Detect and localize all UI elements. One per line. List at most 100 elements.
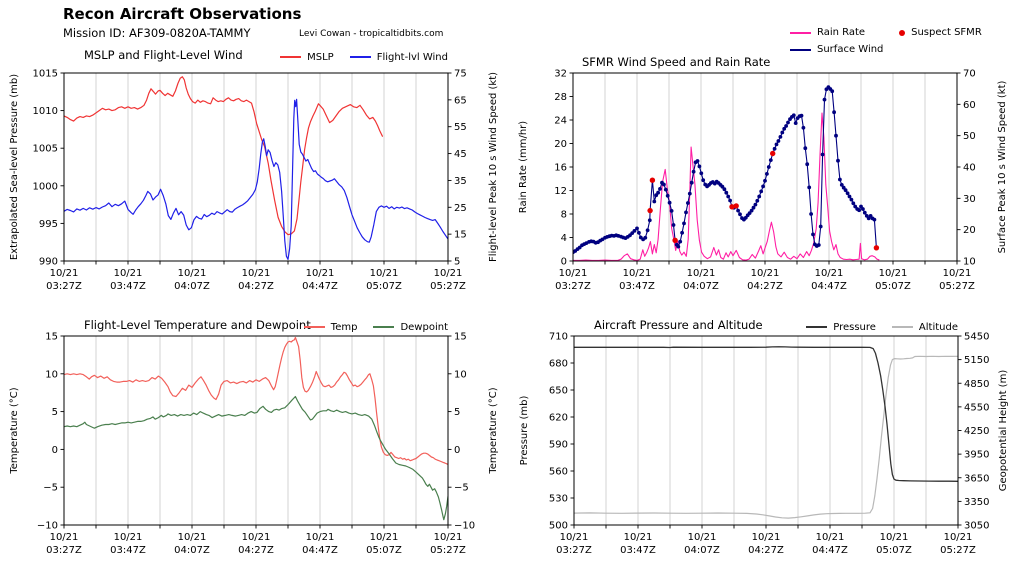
legend-sfmr: Rain Rate Suspect SFMR Surface Wind: [790, 27, 982, 55]
svg-text:5: 5: [454, 407, 460, 418]
svg-text:0: 0: [561, 257, 567, 268]
svg-text:1010: 1010: [33, 106, 58, 117]
svg-text:10/21: 10/21: [50, 532, 79, 543]
svg-text:20: 20: [554, 139, 567, 150]
svg-text:03:27Z: 03:27Z: [556, 545, 592, 556]
legend-item-suspect-sfmr: Suspect SFMR: [899, 27, 982, 38]
svg-text:10/21: 10/21: [687, 268, 716, 279]
svg-text:05:27Z: 05:27Z: [940, 545, 976, 556]
svg-text:0: 0: [52, 445, 58, 456]
series-group: [63, 336, 449, 521]
mission-id: Mission ID: AF309-0820A-TAMMY: [63, 26, 251, 40]
svg-text:680: 680: [549, 359, 568, 370]
temp-line-swatch: [303, 326, 325, 328]
svg-text:8: 8: [561, 210, 567, 221]
svg-text:15: 15: [45, 332, 58, 343]
svg-text:10/21: 10/21: [434, 268, 463, 279]
series-temp: [63, 336, 449, 466]
svg-text:15: 15: [454, 230, 467, 241]
svg-text:10/21: 10/21: [178, 268, 207, 279]
series-group: [573, 346, 959, 519]
svg-text:710: 710: [549, 332, 568, 343]
svg-text:03:47Z: 03:47Z: [110, 545, 146, 556]
legend-temp-dew: Temp Dewpoint: [64, 320, 448, 334]
svg-text:−10: −10: [454, 521, 475, 532]
svg-text:560: 560: [549, 467, 568, 478]
legend-pressure-altitude: Pressure Altitude: [574, 320, 958, 334]
svg-text:40: 40: [963, 163, 976, 174]
svg-text:32: 32: [554, 69, 567, 80]
svg-text:3950: 3950: [964, 450, 989, 461]
gridlines: [95, 73, 417, 261]
svg-text:04:27Z: 04:27Z: [747, 281, 783, 292]
svg-text:4250: 4250: [964, 426, 989, 437]
svg-text:04:27Z: 04:27Z: [238, 281, 274, 292]
svg-text:3350: 3350: [964, 497, 989, 508]
svg-text:75: 75: [454, 69, 467, 80]
svg-text:20: 20: [963, 225, 976, 236]
mslp-flight-wind-canvas: 10/21 03:27Z 10/21 03:47Z 10/21 04:07Z 10/21 04…: [9, 69, 499, 293]
svg-text:10/21: 10/21: [815, 268, 844, 279]
legend-label-mslp: MSLP: [307, 51, 334, 63]
legend-label-suspect-sfmr: Suspect SFMR: [911, 27, 982, 38]
svg-text:16: 16: [554, 163, 567, 174]
svg-text:4850: 4850: [964, 379, 989, 390]
svg-text:04:07Z: 04:07Z: [683, 281, 719, 292]
legend-item-surface-wind: Surface Wind: [790, 44, 883, 55]
svg-text:10/21: 10/21: [242, 532, 271, 543]
svg-text:05:27Z: 05:27Z: [430, 281, 466, 292]
chart-title-mslp-wind: MSLP and Flight-Level Wind: [84, 48, 243, 62]
svg-text:10/21: 10/21: [688, 532, 717, 543]
svg-text:−5: −5: [454, 483, 469, 494]
axes: 10/21 03:27Z 10/21 03:47Z 10/21 04:07Z 10/21 04…: [33, 69, 467, 293]
svg-text:04:07Z: 04:07Z: [174, 281, 210, 292]
svg-text:35: 35: [454, 176, 467, 187]
legend-item-temp: Temp: [303, 321, 358, 333]
svg-text:04:47Z: 04:47Z: [812, 545, 848, 556]
suspect-sfmr-dot-swatch: [899, 29, 906, 36]
svg-text:590: 590: [549, 440, 568, 451]
svg-text:03:27Z: 03:27Z: [555, 281, 591, 292]
svg-text:10/21: 10/21: [559, 268, 588, 279]
legend-mslp-wind: MSLP Flight-lvl Wind: [64, 50, 448, 64]
pressure-altitude-canvas: 10/21 03:27Z 10/21 03:47Z 10/21 04:07Z 10/21 04…: [519, 332, 1009, 557]
svg-text:04:47Z: 04:47Z: [302, 545, 338, 556]
svg-text:04:27Z: 04:27Z: [748, 545, 784, 556]
svg-text:03:47Z: 03:47Z: [620, 545, 656, 556]
svg-text:10/21: 10/21: [944, 532, 973, 543]
svg-text:10/21: 10/21: [880, 532, 909, 543]
chart-title-sfmr: SFMR Wind Speed and Rain Rate: [582, 55, 771, 69]
svg-text:5150: 5150: [964, 355, 989, 366]
legend-label-rain-rate: Rain Rate: [817, 27, 866, 38]
chart-mslp-flight-wind: 10/21 03:27Z 10/21 03:47Z 10/21 04:07Z 10/21 04…: [0, 30, 512, 298]
left-axis-label: Extrapolated Sea-level Pressure (mb): [9, 74, 20, 260]
legend-label-temp: Temp: [330, 321, 358, 333]
svg-text:10: 10: [454, 369, 467, 380]
svg-text:65: 65: [454, 95, 467, 106]
svg-text:10/21: 10/21: [879, 268, 908, 279]
svg-text:10: 10: [45, 369, 58, 380]
svg-text:10/21: 10/21: [178, 532, 207, 543]
svg-text:990: 990: [39, 257, 58, 268]
svg-text:10/21: 10/21: [50, 268, 79, 279]
svg-text:05:07Z: 05:07Z: [366, 281, 402, 292]
series-group: [572, 85, 880, 261]
series-pressure: [573, 346, 959, 482]
series-flight-lvl-wind: [63, 98, 449, 260]
svg-text:1000: 1000: [33, 181, 58, 192]
svg-text:10/21: 10/21: [623, 268, 652, 279]
gridlines: [605, 336, 927, 525]
svg-text:3650: 3650: [964, 473, 989, 484]
legend-label-flight-wind: Flight-lvl Wind: [376, 51, 448, 63]
surface-wind-line-swatch: [790, 48, 811, 51]
gridlines: [604, 73, 926, 261]
svg-text:70: 70: [963, 69, 976, 80]
legend-item-dewpoint: Dewpoint: [373, 322, 448, 333]
svg-text:1015: 1015: [33, 69, 58, 80]
dewpoint-line-swatch: [373, 326, 395, 328]
right-axis-label: Flight-level Peak 10 s Wind Speed (kt): [488, 72, 499, 262]
legend-item-altitude: Altitude: [891, 322, 958, 333]
temp-dewpoint-canvas: 10/21 03:27Z 10/21 03:47Z 10/21 04:07Z 10/21 04…: [9, 332, 499, 557]
series-altitude: [573, 355, 959, 519]
